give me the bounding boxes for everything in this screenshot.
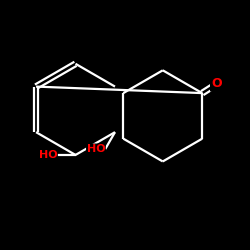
Text: O: O [211, 78, 222, 90]
Text: HO: HO [86, 144, 105, 154]
Text: HO: HO [39, 150, 57, 160]
